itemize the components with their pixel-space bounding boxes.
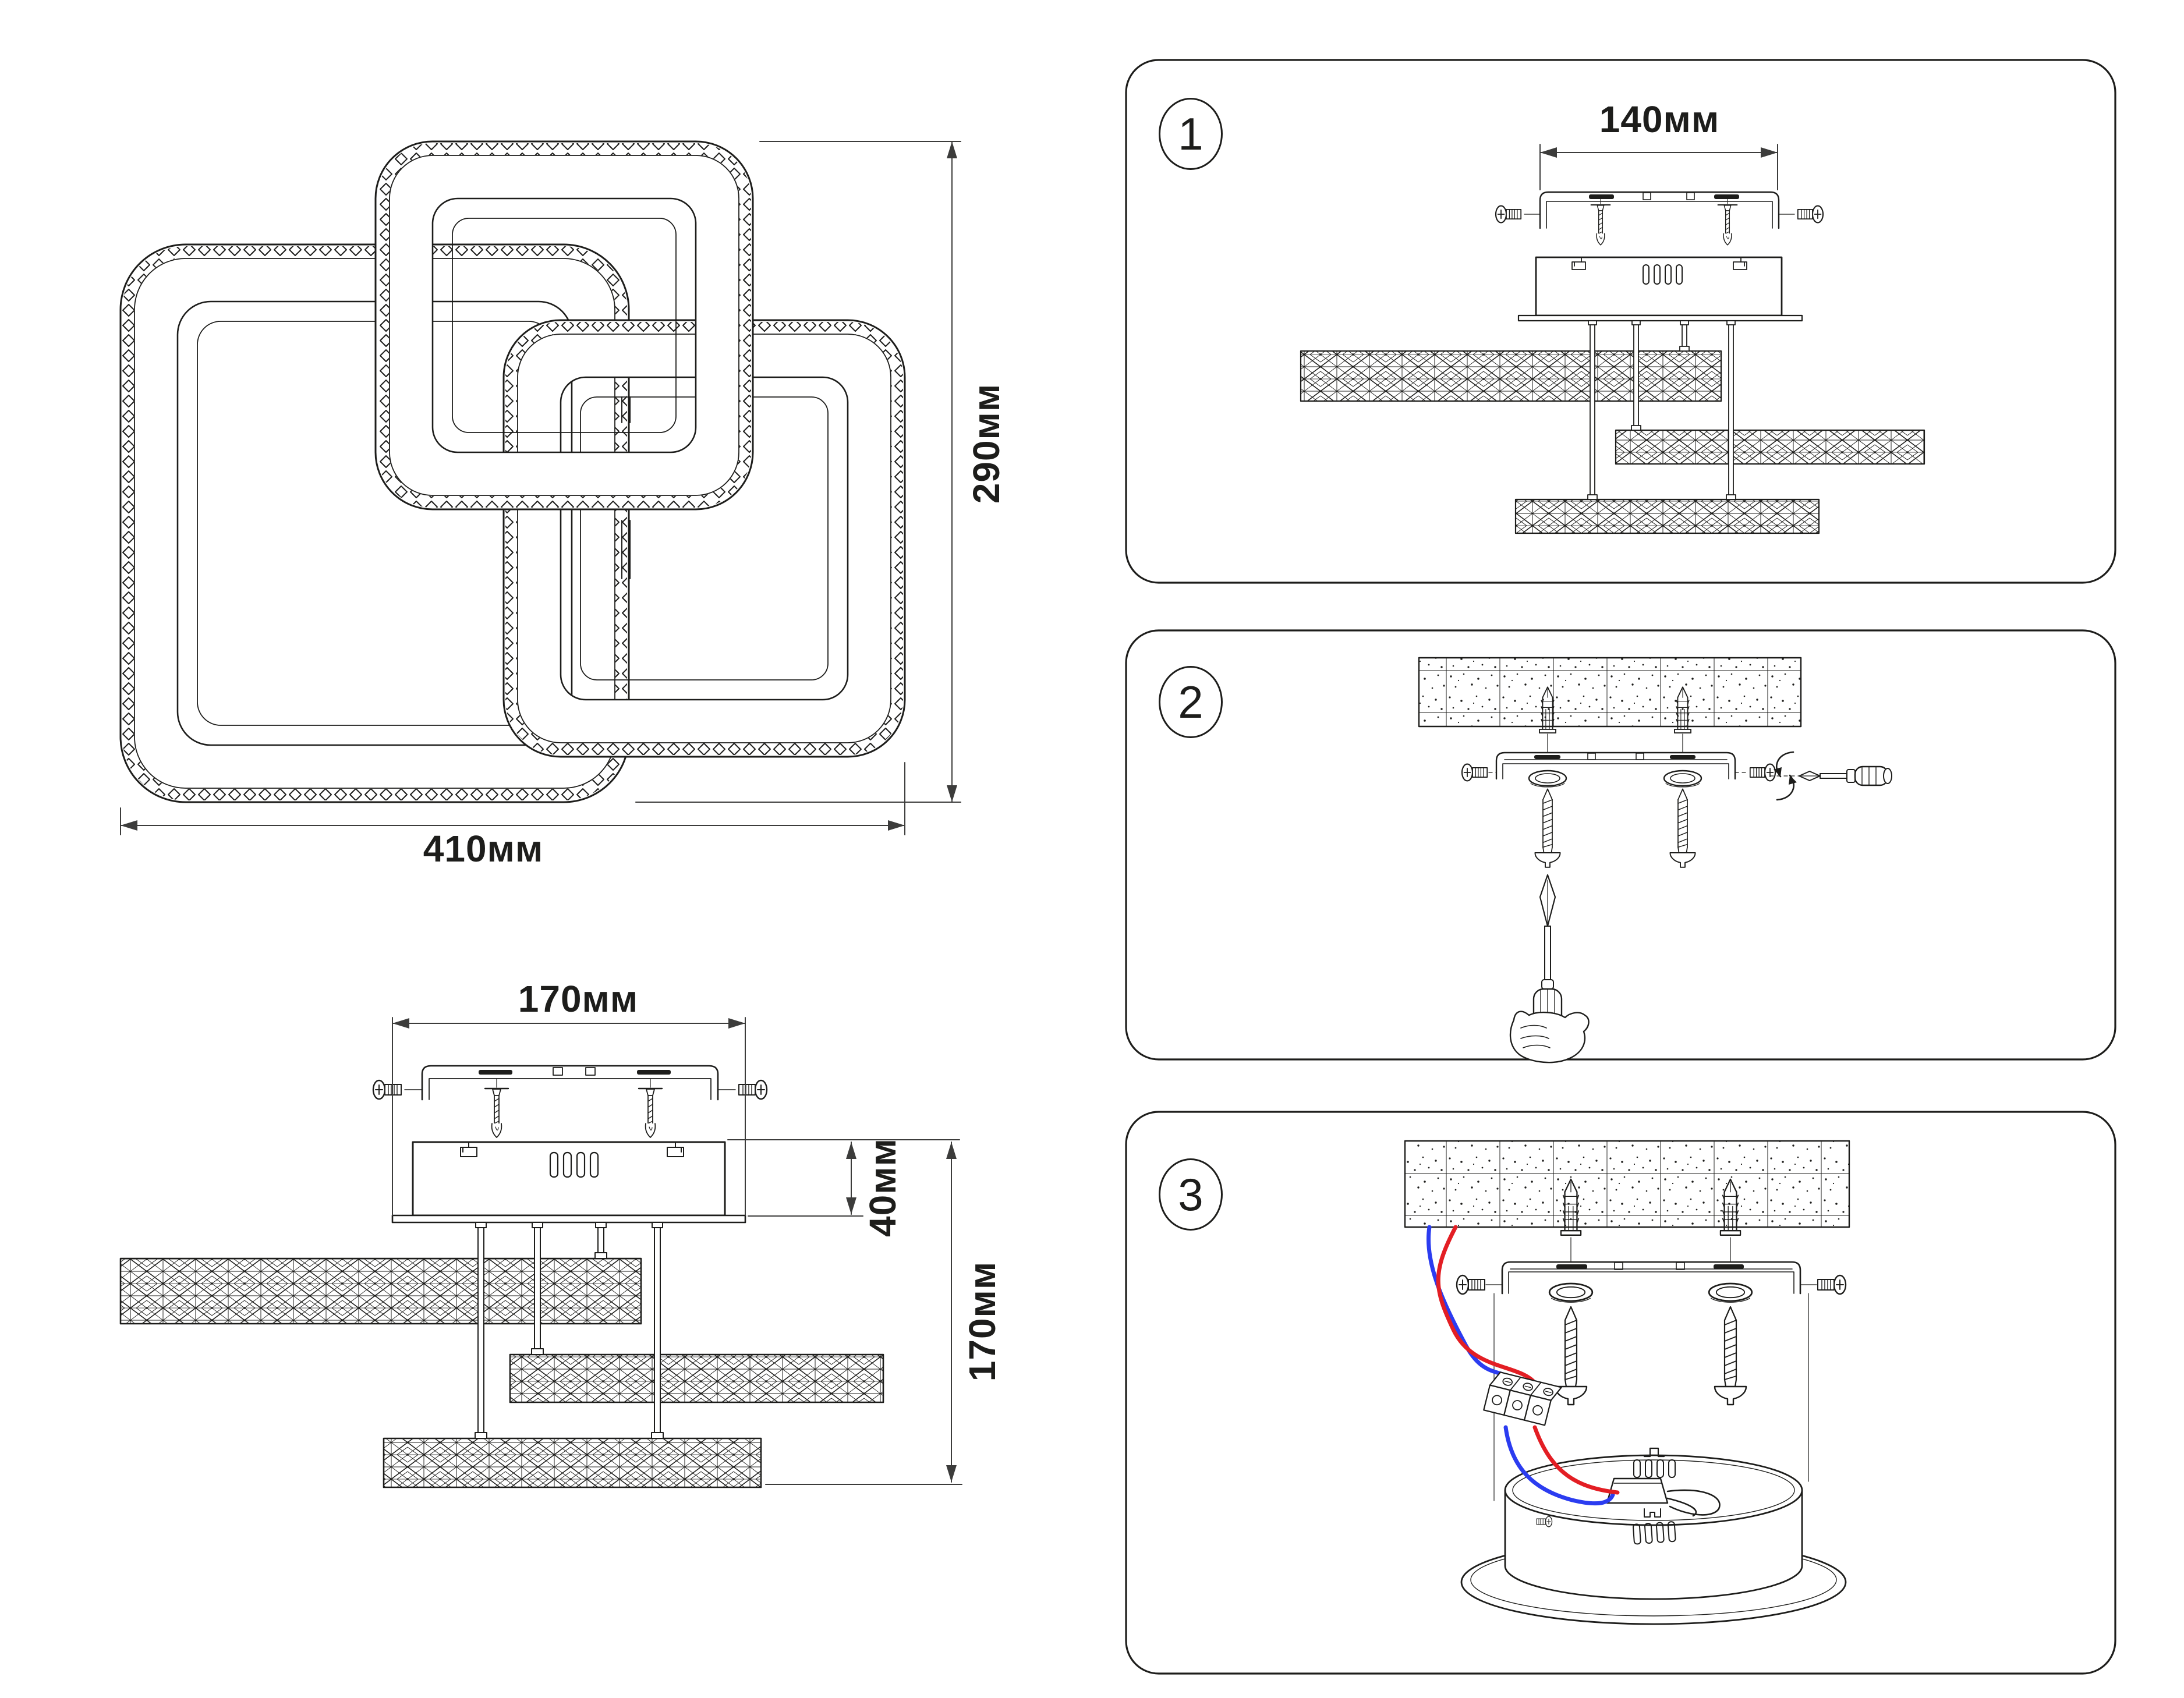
dimension-label-total-height: 170мм (961, 1261, 1003, 1382)
bracket-screws-side (484, 1078, 663, 1139)
rod-marks-top-view (621, 396, 631, 579)
side-view-drawing (119, 1017, 962, 1488)
step3-keyhole-left (1548, 1282, 1594, 1303)
step1-mounting-bracket (1539, 191, 1780, 229)
dimension-label-bracket-width: 170мм (518, 978, 639, 1020)
step-3-panel (1125, 1111, 2116, 1675)
step-1-number: 1 (1178, 108, 1203, 159)
support-rods-side (475, 1222, 664, 1439)
step-1-panel (1125, 59, 2116, 584)
dimension-label-step1-bracket: 140мм (1599, 98, 1720, 140)
step1-driver-box (1517, 256, 1803, 322)
step3-side-screw-right (1800, 1274, 1847, 1295)
step2-side-screw-right (1735, 763, 1776, 782)
step1-side-screws (1495, 205, 1824, 224)
step3-keyhole-right (1708, 1282, 1753, 1303)
step2-ceiling (1418, 657, 1802, 728)
step2-hand (1509, 1011, 1590, 1064)
light-bar-bottom-side (383, 1437, 762, 1488)
step3-mounting-bracket (1501, 1261, 1801, 1295)
light-bar-top-side (119, 1257, 642, 1325)
step1-bar-middle (1615, 429, 1925, 465)
step-1-illustration (1300, 144, 1925, 534)
side-fixing-screw-left (372, 1079, 423, 1100)
step-2-badge: 2 (1159, 666, 1223, 738)
step2-side-screw-left (1461, 763, 1497, 782)
side-fixing-screw-right (717, 1079, 768, 1100)
terminal-block (1483, 1371, 1562, 1426)
step2-screw-left (1534, 788, 1561, 868)
step3-canopy (1460, 1447, 1847, 1625)
top-view-dimensions (120, 141, 961, 835)
square-ring-top (374, 140, 754, 511)
step1-bar-top (1300, 350, 1722, 402)
step-3-number: 3 (1178, 1168, 1203, 1220)
step-1-badge: 1 (1159, 98, 1223, 170)
light-bar-middle-side (509, 1353, 884, 1403)
top-view-drawing (119, 140, 961, 835)
connector-box (1606, 1477, 1669, 1504)
step2-rotation-arrows (1769, 751, 1801, 801)
step1-support-rods (1587, 320, 1736, 500)
step2-screw-right (1669, 788, 1696, 868)
step2-keyhole-left (1528, 770, 1567, 788)
step1-bar-bottom (1514, 498, 1820, 534)
mounting-bracket-side (421, 1065, 719, 1101)
step-2-illustration (1418, 657, 1892, 1064)
dimension-label-base-height: 40мм (862, 1138, 904, 1237)
step3-ceiling (1404, 1140, 1850, 1228)
driver-box-side (391, 1141, 746, 1224)
step-3-illustration (1404, 1140, 1850, 1625)
step1-bracket-screws (1590, 198, 1738, 246)
step-panel-frames (1125, 59, 2116, 1675)
step3-screw-right (1714, 1306, 1747, 1406)
step2-screwdriver-horizontal (1799, 765, 1892, 786)
wire-live-lower (1532, 1425, 1620, 1495)
wire-live-upper (1436, 1225, 1541, 1402)
step1-dimension (1539, 144, 1778, 190)
wire-neutral-lower (1503, 1425, 1615, 1506)
step-2-number: 2 (1178, 676, 1203, 728)
step3-side-screw-left (1456, 1274, 1503, 1295)
step-3-badge: 3 (1159, 1158, 1223, 1231)
dimension-label-top-height: 290мм (965, 383, 1007, 504)
dimension-label-top-width: 410мм (423, 828, 544, 870)
side-view-dimensions (392, 1017, 962, 1485)
step2-keyhole-right (1663, 770, 1702, 788)
step-2-panel (1125, 629, 2116, 1061)
